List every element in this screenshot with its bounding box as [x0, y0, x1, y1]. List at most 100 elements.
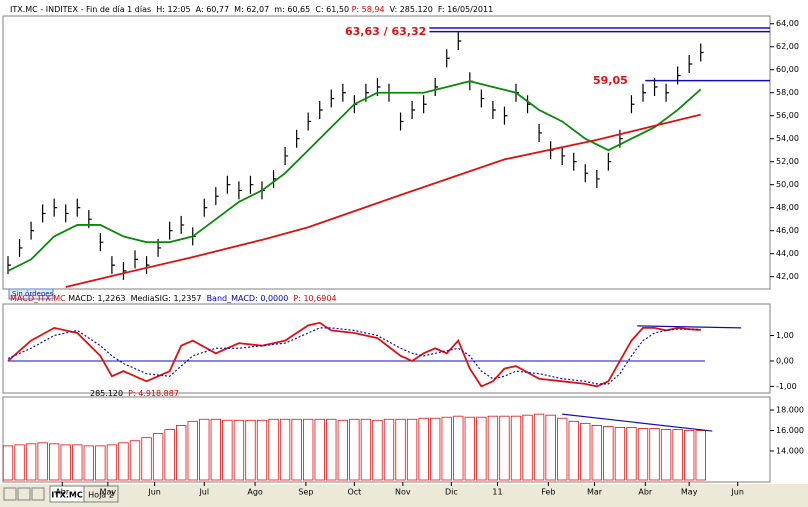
volume-bar: [37, 442, 48, 481]
y-tick-label: 62,00: [776, 42, 799, 51]
price-bar: [446, 49, 450, 68]
volume-bar: [672, 429, 683, 481]
price-bar: [180, 215, 185, 234]
volume-bar: [152, 433, 164, 481]
volume-bar: [383, 418, 395, 481]
volume-bar: [256, 419, 268, 481]
volume-bar: [291, 418, 302, 481]
price-bar: [653, 77, 658, 96]
header-part: 285.120: [90, 389, 128, 398]
price-bar: [122, 261, 127, 280]
volume-bar: [510, 415, 522, 481]
header-part: V: 285.120 F: 16/05/2011: [385, 5, 494, 14]
price-bar: [399, 112, 404, 131]
volume-bar: [199, 418, 210, 481]
x-tick-label: Jun: [730, 488, 744, 497]
tab-label[interactable]: ITX.MC: [51, 491, 83, 500]
price-bar: [134, 250, 138, 269]
price-bar: [584, 164, 589, 183]
price-bar: [561, 146, 566, 165]
x-tick-label: Mar: [587, 488, 603, 497]
volume-bar: [233, 419, 245, 481]
x-tick-label: May: [681, 488, 698, 497]
x-tick-label: Sep: [298, 488, 313, 497]
price-bar: [111, 256, 115, 275]
price-bar: [319, 100, 323, 119]
price-bar: [99, 233, 104, 252]
volume-bar: [141, 437, 152, 481]
price-bar: [7, 256, 11, 275]
y-tick-label: 48,00: [776, 203, 799, 212]
price-bar: [296, 129, 300, 148]
line-series: [7, 80, 702, 272]
price-bar: [65, 204, 69, 223]
x-tick-label: Dic: [445, 488, 458, 497]
volume-bar: [372, 419, 383, 481]
volume-bar: [83, 445, 94, 481]
volume-bar: [279, 418, 291, 481]
y-tick-label: 18.000: [776, 406, 804, 415]
volume-bar: [164, 429, 175, 481]
price-bar: [700, 43, 704, 62]
annotation: 63,63 / 63,32: [345, 25, 426, 38]
volume-bar: [406, 418, 418, 481]
x-tick-label: Abr: [55, 488, 70, 497]
x-tick-label: Jul: [198, 488, 209, 497]
volume-bar: [430, 417, 441, 481]
volume-bar: [453, 415, 464, 481]
volume-bar: [591, 425, 602, 481]
volume-bar: [637, 428, 649, 481]
volume-bar: [499, 415, 510, 481]
price-bar: [492, 100, 496, 119]
volume-bar: [210, 418, 221, 481]
dashed-series: [7, 327, 701, 385]
volume-bar: [314, 418, 325, 481]
volume-bar: [626, 427, 637, 481]
price-bar: [630, 95, 635, 114]
y-tick-label: 54,00: [776, 134, 799, 143]
volume-bar: [476, 416, 487, 481]
tab-bar: [0, 484, 808, 507]
price-bar: [169, 221, 173, 240]
volume-frame: [2, 396, 771, 483]
volume-bar: [614, 427, 626, 481]
price-bar: [203, 198, 208, 217]
price-bar: [145, 256, 150, 275]
volume-bar: [60, 444, 71, 481]
volume-bar: [106, 444, 118, 481]
volume-bar: [533, 413, 545, 481]
scroll-prev[interactable]: [17, 487, 31, 501]
price-bar: [249, 175, 254, 194]
header-part: MACD: 1,2263 MediaSIG: 1,2357: [68, 294, 206, 303]
volume-bar: [49, 443, 60, 481]
tab-label[interactable]: Hoja 2: [88, 491, 114, 500]
y-tick-label: 0,00: [776, 356, 794, 365]
y-tick-label: 44,00: [776, 249, 799, 258]
volume-bar: [337, 419, 348, 481]
price-bar: [607, 152, 612, 171]
header-part: ITX.MC - INDITEX - Fin de día 1 días H: …: [10, 5, 352, 14]
price-bar: [573, 152, 577, 171]
y-tick-label: 52,00: [776, 157, 799, 166]
scroll-next[interactable]: [31, 487, 45, 501]
annotation: 59,05: [593, 74, 628, 87]
badge: Sin órdenes: [12, 290, 54, 298]
header-part: MACD_ITX.MC: [10, 294, 68, 303]
header-part: Band_MACD: 0,0000: [207, 294, 294, 303]
volume-bar: [2, 445, 14, 481]
price-bar: [596, 169, 600, 188]
volume-bar: [684, 430, 695, 481]
scroll-left[interactable]: [3, 487, 17, 501]
price-bar: [423, 95, 427, 114]
tab[interactable]: [83, 485, 119, 503]
y-tick-label: -1,00: [776, 382, 797, 391]
price-bar: [342, 83, 346, 102]
price-bar: [411, 100, 416, 119]
panel-header: 285.120 P: 4.918.887: [90, 389, 179, 398]
price-bar: [457, 31, 462, 50]
price-frame: [2, 15, 771, 290]
price-bar: [434, 77, 439, 96]
volume-bar: [487, 415, 499, 481]
